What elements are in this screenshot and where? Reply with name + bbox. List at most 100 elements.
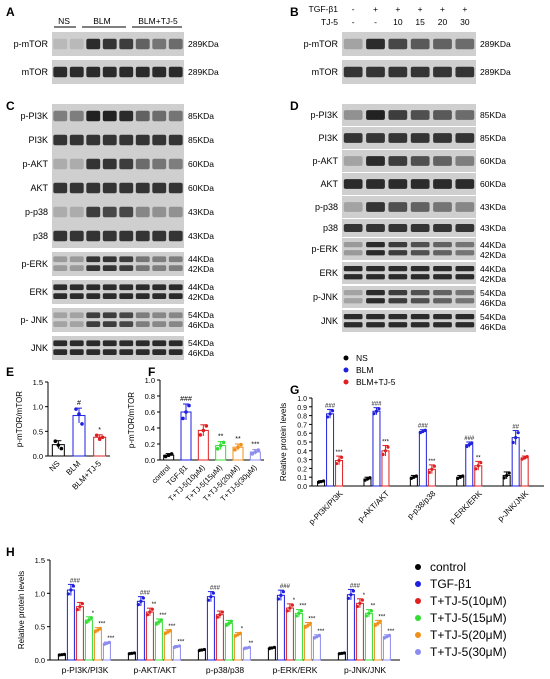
blot-d-p-jnk-band	[410, 289, 430, 296]
chart-g-ylabel: Relative protein levels	[279, 403, 288, 481]
chart-h-point	[387, 633, 391, 637]
treatment-tj5-value: 20	[438, 17, 448, 27]
chart-e-point	[80, 422, 84, 426]
chart-g-tick-label: 0.9	[297, 405, 307, 412]
blot-p-mtor-band	[388, 38, 408, 50]
chart-h-point	[358, 601, 362, 605]
blot-p-erk-band	[168, 256, 183, 263]
panel-letter-f: F	[148, 365, 155, 379]
chart-h-bar	[285, 607, 294, 661]
blot-p-jnk-band	[53, 312, 68, 319]
blot-p-jnk-band	[86, 312, 101, 319]
chart-h-category: p-ERK/ERK	[273, 665, 318, 675]
blot-p-jnk-band	[135, 312, 150, 319]
chart-h-sig: ***	[378, 614, 386, 620]
blot-p-pi3k-band	[69, 110, 84, 122]
chart-h-point	[154, 622, 158, 626]
blot-d-p-pi3k-band	[455, 110, 475, 120]
chart-h-point	[132, 651, 136, 655]
blot-erk-band	[168, 284, 183, 291]
blot-p-erk-band	[119, 265, 134, 271]
chart-h-point	[130, 651, 134, 655]
blot-d-erk-band	[410, 274, 430, 280]
chart-g-sig: **	[476, 455, 481, 461]
chart-e-point	[59, 446, 64, 451]
chart-g-point	[505, 473, 509, 478]
chart-g-tick-label: 0.5	[297, 440, 307, 447]
chart-g-tick-label: 0.1	[297, 475, 307, 482]
blot-p-mtor-kda: 289KDa	[188, 39, 219, 49]
blot-erk-band	[152, 293, 167, 299]
blot-p-p38-band	[168, 206, 183, 218]
chart-f-tick-label: 0.2	[145, 440, 155, 449]
chart-h-point	[141, 596, 145, 600]
blot-erk-band	[152, 284, 167, 291]
chart-g-sig: ###	[464, 436, 475, 442]
chart-h-bar	[93, 629, 102, 661]
chart-g-point	[374, 409, 379, 413]
chart-g-point	[414, 474, 418, 478]
chart-g-point	[465, 444, 469, 449]
treatment-tgf-value: +	[373, 4, 378, 14]
blot-d-erk-band	[433, 265, 452, 272]
chart-g-point	[514, 436, 518, 440]
blot-d-jnk-band	[433, 322, 452, 328]
blot-p-mtor-band	[433, 38, 452, 50]
blot-d-erk-band	[433, 274, 452, 280]
chart-h-point	[306, 623, 310, 627]
chart-h-sig: ***	[299, 604, 307, 610]
chart-e-tick-label: 0.5	[33, 427, 43, 436]
chart-h-point	[202, 647, 206, 652]
chart-g-tick-label: 1.0	[297, 396, 307, 403]
chart-h-point	[294, 614, 298, 618]
blot-d-p-jnk-band	[366, 298, 385, 304]
blot-d-p-p38-bg	[342, 196, 476, 218]
legend-g-label: BLM+TJ-5	[356, 377, 396, 387]
chart-h-point	[127, 652, 131, 656]
blot-d-jnk-bg	[342, 310, 476, 332]
chart-h-sig: ***	[308, 617, 316, 623]
chart-g-category: p-AKT/AKT	[356, 489, 391, 524]
chart-g-bar	[520, 457, 529, 487]
blot-pi3k-band	[135, 134, 150, 146]
blot-d-akt-band	[366, 179, 385, 189]
chart-f-sig: **	[235, 436, 241, 443]
chart-f-point	[198, 433, 203, 437]
chart-g-tick-label: 0.6	[297, 431, 307, 438]
chart-e-tick-label: 1.0	[33, 403, 43, 412]
blot-d-p38-band	[410, 224, 430, 232]
chart-f-point	[256, 448, 261, 452]
blot-erk-kda: 44KDa	[188, 282, 214, 292]
treatment-tgf-value: +	[462, 4, 467, 14]
chart-h-tick-label: 0.0	[35, 656, 45, 665]
blot-d-p-akt-band	[388, 156, 408, 166]
blot-erk-band	[119, 293, 134, 299]
chart-g-tick-label: 0.8	[297, 414, 307, 421]
chart-h-tick-label: 1.0	[35, 589, 45, 598]
chart-h-point	[238, 631, 242, 635]
legend-h-label: T+TJ-5(10μM)	[430, 594, 507, 608]
chart-h-point	[315, 635, 319, 639]
blot-p-jnk-band	[102, 312, 117, 319]
chart-h-point	[71, 584, 75, 588]
chart-h-point	[87, 618, 91, 622]
chart-h-point	[206, 598, 210, 602]
blot-erk-band	[135, 293, 150, 299]
chart-e-category: BLM	[64, 459, 82, 477]
blot-d-p-jnk-label: p-JNK	[313, 292, 338, 302]
blot-d-p-pi3k-band	[343, 110, 363, 120]
blot-akt-band	[168, 182, 183, 194]
chart-g-point	[458, 475, 462, 479]
blot-d-pi3k-label: PI3K	[318, 133, 338, 143]
blot-p-pi3k-band	[102, 110, 117, 122]
blot-mtor-kda: 289KDa	[188, 67, 219, 77]
blot-d-jnk-band	[433, 313, 452, 320]
chart-g-point	[423, 428, 427, 432]
blot-mtor-bg	[342, 60, 476, 84]
chart-g-point	[432, 464, 436, 468]
blot-d-p-erk-band	[410, 241, 430, 248]
legend-h-label: control	[430, 560, 466, 574]
chart-g-point	[383, 449, 388, 453]
blot-p38-band	[53, 230, 68, 242]
blot-p-erk-band	[53, 265, 68, 271]
